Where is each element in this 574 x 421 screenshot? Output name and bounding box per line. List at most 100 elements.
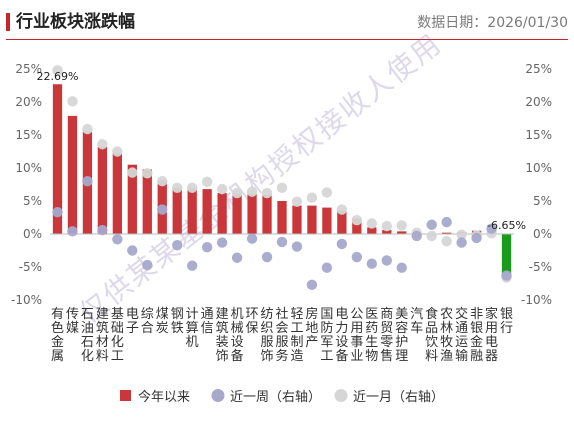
category-label-char: 料	[425, 349, 438, 364]
category-label-char: 饰	[216, 349, 229, 364]
bar-ytd	[307, 205, 317, 234]
category-label-char: 机	[186, 335, 199, 350]
category-label-char: 电	[335, 307, 348, 322]
category-label-char: 基	[111, 307, 124, 322]
legend-swatch-dot	[334, 389, 348, 402]
category-label-char: 售	[380, 348, 393, 364]
dot-month	[127, 167, 138, 178]
category-label-char: 商	[380, 307, 393, 322]
dot-month	[157, 176, 168, 187]
legend-swatch-ytd	[120, 390, 131, 401]
dot-week	[456, 237, 467, 248]
category-label-char: 医	[365, 307, 378, 322]
y2-tick-label: 25%	[525, 62, 552, 76]
dot-month	[396, 220, 407, 231]
dot-month	[201, 176, 213, 188]
dot-month	[52, 65, 63, 76]
bar-ytd	[352, 218, 362, 234]
dot-week	[82, 176, 93, 187]
category-label-char: 计	[186, 307, 199, 322]
dot-week	[351, 251, 363, 263]
category-label-char: 理	[395, 349, 408, 364]
category-label-char: 设	[231, 335, 244, 350]
bar-ytd	[442, 232, 452, 234]
category-label-char: 筑	[96, 320, 109, 336]
page-title: 行业板块涨跌幅	[16, 12, 135, 32]
y-tick-label: 10%	[15, 161, 42, 175]
category-label-char: 食	[425, 306, 438, 322]
dot-week	[246, 233, 258, 244]
category-label-char: 银	[470, 321, 483, 336]
dot-week	[231, 252, 243, 263]
dot-week	[501, 270, 512, 281]
category-label-char: 容	[395, 320, 408, 336]
category-label-char: 产	[305, 335, 318, 350]
bar-ytd	[67, 115, 78, 234]
category-label-char: 备	[335, 348, 348, 364]
dot-week	[157, 204, 168, 215]
category-label-char: 输	[455, 348, 468, 364]
category-label-char: 力	[335, 321, 348, 336]
data-label: -6.65%	[487, 219, 526, 232]
category-label-char: 化	[81, 349, 94, 364]
dot-month	[261, 187, 273, 199]
category-label-char: 务	[275, 348, 288, 364]
data-label: 22.69%	[37, 70, 79, 83]
legend-swatch-dot	[211, 389, 225, 402]
category-label-char: 渔	[440, 349, 453, 364]
dot-month	[67, 96, 78, 107]
category-label-char: 造	[290, 349, 303, 364]
category-label-char: 铁	[171, 321, 184, 336]
dot-week	[276, 236, 288, 248]
dot-month	[426, 230, 437, 242]
bar-ytd	[277, 201, 287, 234]
category-label-char: 品	[425, 321, 438, 336]
legend-label: 近一月（右轴）	[353, 390, 444, 405]
category-label-char: 交	[455, 306, 468, 322]
category-label-char: 电	[126, 307, 139, 322]
dot-month	[246, 186, 258, 197]
category-label-char: 传	[66, 307, 79, 322]
category-label-char: 生	[365, 335, 378, 350]
dot-week	[471, 232, 482, 244]
category-label-char: 饰	[261, 349, 274, 364]
category-label-char: 公	[350, 307, 363, 322]
bar-ytd	[322, 207, 332, 234]
dot-month	[306, 192, 318, 203]
category-label-char: 化	[111, 335, 124, 350]
category-label-char: 综	[141, 307, 154, 322]
bar-ytd	[127, 164, 137, 234]
category-label-char: 房	[305, 306, 318, 322]
category-label-char: 非	[470, 307, 483, 322]
category-label-char: 有	[51, 307, 64, 322]
bar-ytd	[232, 194, 242, 234]
category-label-char: 纺	[261, 307, 274, 322]
category-label-char: 国	[320, 307, 333, 322]
dot-month	[172, 182, 183, 193]
dot-week	[381, 255, 392, 266]
category-label-char: 金	[470, 334, 483, 350]
bar-ytd	[97, 146, 108, 234]
legend-label: 近一周（右轴）	[230, 390, 321, 405]
category-label-char: 保	[246, 321, 259, 336]
dot-week	[366, 258, 378, 269]
category-label-char: 农	[440, 307, 453, 322]
category-label-char: 建	[96, 307, 109, 322]
category-label-char: 筑	[216, 320, 229, 336]
dot-week	[127, 245, 138, 256]
category-label-char: 煤	[156, 307, 169, 322]
dot-month	[186, 182, 198, 193]
category-label-char: 会	[275, 321, 288, 336]
bar-ytd	[217, 193, 227, 234]
dot-week	[112, 234, 123, 245]
category-label-char: 油	[81, 321, 94, 336]
dot-week	[67, 226, 78, 237]
category-label-char: 设	[335, 335, 348, 350]
category-label-char: 色	[51, 320, 64, 336]
category-label-char: 石	[81, 335, 94, 350]
category-label-char: 装	[216, 335, 229, 350]
y-tick-label: 20%	[15, 95, 42, 109]
category-label-char: 通	[201, 307, 214, 322]
category-label-char: 轻	[290, 307, 303, 322]
